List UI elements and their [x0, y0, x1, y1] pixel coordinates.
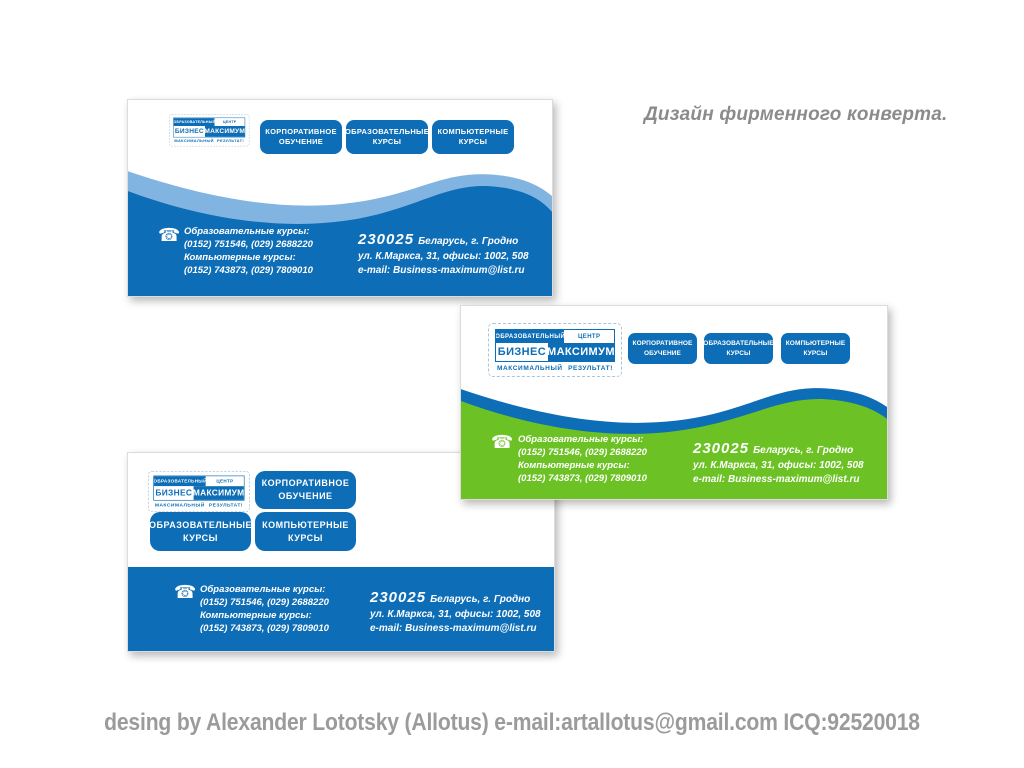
phones-line: (0152) 751546, (029) 2688220: [184, 239, 313, 250]
envelope-design-green-wave: ОБРАЗОВАТЕЛЬНЫЙ ЦЕНТР БИЗНЕС МАКСИМУМ МА…: [460, 305, 888, 500]
logo-table: ОБРАЗОВАТЕЛЬНЫЙ ЦЕНТР БИЗНЕС МАКСИМУМ: [153, 475, 245, 501]
phones-line: (0152) 743873, (029) 7809010: [200, 623, 329, 634]
logo-name-left: БИЗНЕС: [496, 343, 548, 361]
phone-numbers-block: Образовательные курсы: (0152) 751546, (0…: [518, 433, 647, 485]
address-block: 230025 Беларусь, г. Гродно ул. К.Маркса, …: [370, 589, 541, 637]
button-computer-courses: КОМПЬЮТЕРНЫЕ КУРСЫ: [432, 120, 514, 154]
phone-numbers-block: Образовательные курсы: (0152) 751546, (0…: [184, 225, 313, 277]
city: Беларусь, г. Гродно: [753, 445, 854, 456]
phones-line: Образовательные курсы:: [200, 584, 326, 595]
logo-table: ОБРАЗОВАТЕЛЬНЫЙ ЦЕНТР БИЗНЕС МАКСИМУМ: [495, 329, 615, 362]
postcode: 230025: [693, 440, 750, 457]
button-corporate-training: КОРПОРАТИВНОЕ ОБУЧЕНИЕ: [628, 333, 697, 364]
phones-line: (0152) 751546, (029) 2688220: [518, 447, 647, 458]
logo-name-left: БИЗНЕС: [154, 486, 194, 500]
address-line-1: 230025 Беларусь, г. Гродно: [358, 231, 529, 250]
envelope-design-flat-band: ОБРАЗОВАТЕЛЬНЫЙ ЦЕНТР БИЗНЕС МАКСИМУМ МА…: [127, 452, 555, 652]
city: Беларусь, г. Гродно: [430, 594, 531, 605]
envelope-design-blue-wave: ОБРАЗОВАТЕЛЬНЫЙ ЦЕНТР БИЗНЕС МАКСИМУМ МА…: [127, 99, 553, 297]
business-maximum-logo: ОБРАЗОВАТЕЛЬНЫЙ ЦЕНТР БИЗНЕС МАКСИМУМ МА…: [148, 471, 250, 513]
address-block: 230025 Беларусь, г. Гродно ул. К.Маркса, …: [693, 440, 864, 488]
logo-name-right: МАКСИМУМ: [547, 343, 614, 361]
button-corporate-training: КОРПОРАТИВНОЕ ОБУЧЕНИЕ: [255, 471, 356, 509]
button-educational-courses: ОБРАЗОВАТЕЛЬНЫЕ КУРСЫ: [703, 333, 774, 364]
button-corporate-training: КОРПОРАТИВНОЕ ОБУЧЕНИЕ: [260, 120, 342, 154]
logo-name-right: МАКСИМУМ: [193, 486, 244, 500]
postcode: 230025: [358, 231, 415, 248]
address-line-1: 230025 Беларусь, г. Гродно: [693, 440, 864, 459]
city: Беларусь, г. Гродно: [418, 236, 519, 247]
address-line-1: 230025 Беларусь, г. Гродно: [370, 589, 541, 608]
phones-line: Образовательные курсы:: [518, 434, 644, 445]
wave-graphic: [128, 171, 552, 296]
address-line-3: e-mail: Business-maximum@list.ru: [693, 474, 860, 485]
logo-top-right: ЦЕНТР: [206, 476, 244, 487]
phones-line: Компьютерные курсы:: [518, 460, 630, 471]
logo-tagline: МАКСИМАЛЬНЫЙ РЕЗУЛЬТАТ!: [174, 139, 245, 144]
logo-tagline: МАКСИМАЛЬНЫЙ РЕЗУЛЬТАТ!: [496, 365, 614, 372]
business-maximum-logo: ОБРАЗОВАТЕЛЬНЫЙ ЦЕНТР БИЗНЕС МАКСИМУМ МА…: [169, 114, 250, 147]
logo-top-right: ЦЕНТР: [214, 118, 245, 126]
phones-line: Компьютерные курсы:: [184, 252, 296, 263]
bottom-band: [128, 567, 554, 651]
designer-credit: desing by Alexander Lototsky (Allotus) e…: [104, 709, 920, 736]
wave-graphic: [461, 388, 887, 499]
button-educational-courses: ОБРАЗОВАТЕЛЬНЫЕ КУРСЫ: [149, 512, 251, 551]
logo-top-left: ОБРАЗОВАТЕЛЬНЫЙ: [154, 476, 207, 487]
phone-numbers-block: Образовательные курсы: (0152) 751546, (0…: [200, 583, 329, 635]
logo-name-right: МАКСИМУМ: [204, 126, 245, 137]
logo-top-right: ЦЕНТР: [564, 330, 614, 343]
phone-icon: ☎: [174, 582, 197, 603]
logo-table: ОБРАЗОВАТЕЛЬНЫЙ ЦЕНТР БИЗНЕС МАКСИМУМ: [173, 117, 246, 138]
logo-top-left: ОБРАЗОВАТЕЛЬНЫЙ: [496, 330, 565, 343]
page-title: Дизайн фирменного конверта.: [644, 104, 948, 125]
button-computer-courses: КОМПЬЮТЕРНЫЕ КУРСЫ: [781, 333, 850, 364]
logo-tagline: МАКСИМАЛЬНЫЙ РЕЗУЛЬТАТ!: [154, 502, 244, 509]
phones-line: (0152) 751546, (029) 2688220: [200, 597, 329, 608]
phone-icon: ☎: [158, 225, 181, 246]
address-line-2: ул. К.Маркса, 31, офисы: 1002, 508: [370, 608, 541, 620]
address-line-2: ул. К.Маркса, 31, офисы: 1002, 508: [358, 250, 529, 262]
address-line-3: e-mail: Business-maximum@list.ru: [358, 265, 525, 276]
phones-line: Образовательные курсы:: [184, 226, 310, 237]
logo-top-left: ОБРАЗОВАТЕЛЬНЫЙ: [173, 118, 215, 126]
address-line-2: ул. К.Маркса, 31, офисы: 1002, 508: [693, 459, 864, 471]
phones-line: (0152) 743873, (029) 7809010: [518, 473, 647, 484]
button-educational-courses: ОБРАЗОВАТЕЛЬНЫЕ КУРСЫ: [345, 120, 429, 154]
phones-line: Компьютерные курсы:: [200, 610, 312, 621]
address-line-3: e-mail: Business-maximum@list.ru: [370, 623, 537, 634]
phones-line: (0152) 743873, (029) 7809010: [184, 265, 313, 276]
button-computer-courses: КОМПЬЮТЕРНЫЕ КУРСЫ: [255, 512, 356, 551]
postcode: 230025: [370, 589, 427, 606]
business-maximum-logo: ОБРАЗОВАТЕЛЬНЫЙ ЦЕНТР БИЗНЕС МАКСИМУМ МА…: [488, 323, 622, 377]
address-block: 230025 Беларусь, г. Гродно ул. К.Маркса, …: [358, 231, 529, 279]
logo-name-left: БИЗНЕС: [173, 126, 205, 137]
phone-icon: ☎: [491, 432, 514, 453]
